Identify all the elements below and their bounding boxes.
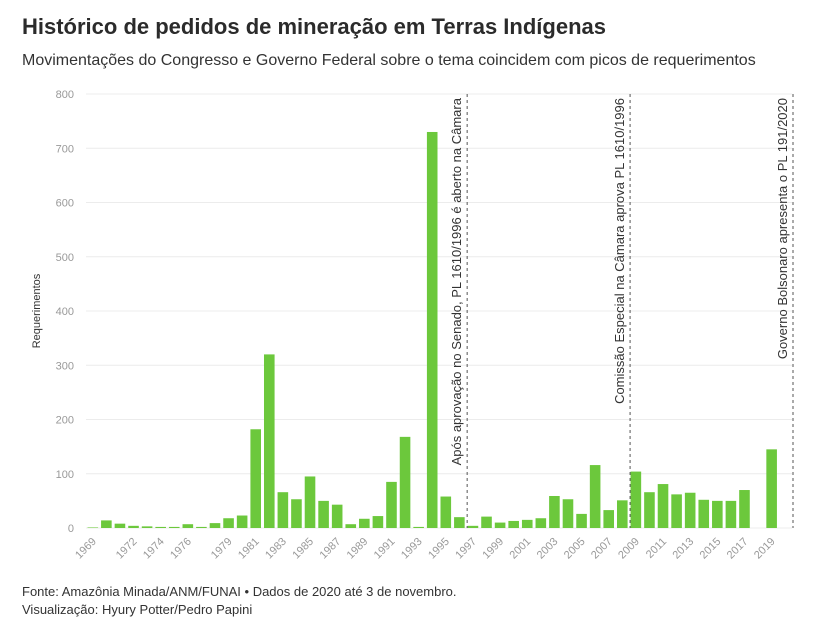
x-tick-label: 2011 bbox=[644, 536, 669, 561]
x-tick-label: 1995 bbox=[426, 536, 452, 562]
bar-1985 bbox=[304, 476, 316, 528]
bar-1994 bbox=[426, 131, 438, 528]
bar-1975 bbox=[168, 526, 180, 528]
x-tick-label: 1989 bbox=[345, 536, 371, 562]
chart-subtitle: Movimentações do Congresso e Governo Fed… bbox=[22, 52, 756, 69]
bar-2015 bbox=[712, 500, 723, 528]
x-tick-label: 1999 bbox=[480, 536, 506, 562]
x-tick-label: 2007 bbox=[589, 536, 615, 562]
bar-1978 bbox=[209, 523, 221, 528]
bar-2013 bbox=[684, 492, 696, 528]
bar-1974 bbox=[155, 526, 166, 528]
bar-2000 bbox=[508, 520, 519, 528]
y-tick-label: 400 bbox=[56, 306, 74, 318]
bar-1971 bbox=[114, 523, 126, 528]
bar-2017 bbox=[739, 490, 750, 528]
bar-1983 bbox=[277, 492, 289, 528]
bar-2003 bbox=[549, 495, 560, 528]
bar-2001 bbox=[521, 519, 533, 528]
bar-1972 bbox=[128, 525, 139, 528]
y-tick-label: 500 bbox=[56, 252, 74, 264]
x-tick-label: 1979 bbox=[209, 536, 235, 562]
bar-2006 bbox=[589, 465, 601, 528]
bar-1995 bbox=[440, 496, 452, 528]
annotation-text: Governo Bolsonaro apresenta o PL 191/202… bbox=[775, 98, 790, 359]
x-tick-label: 1972 bbox=[114, 536, 140, 562]
bar-1991 bbox=[386, 481, 397, 528]
y-tick-label: 200 bbox=[56, 415, 74, 427]
bar-2014 bbox=[698, 499, 710, 528]
y-axis-ticks: 0 100 200 300 400 500 600 700 800 bbox=[56, 89, 74, 535]
x-tick-label: 2003 bbox=[535, 536, 561, 562]
annotations: Após aprovação no Senado, PL 1610/1996 é… bbox=[449, 94, 794, 528]
bar-1992 bbox=[399, 436, 411, 528]
x-tick-label: 1997 bbox=[453, 536, 479, 562]
bar-2008 bbox=[616, 500, 628, 528]
x-tick-label: 2015 bbox=[698, 536, 724, 562]
bar-1977 bbox=[196, 526, 207, 528]
bar-1999 bbox=[494, 522, 506, 528]
x-tick-label: 2017 bbox=[725, 536, 751, 562]
bar-1976 bbox=[182, 524, 194, 528]
bar-2010 bbox=[644, 492, 655, 528]
y-tick-label: 0 bbox=[68, 523, 74, 535]
grid-lines bbox=[86, 93, 792, 529]
bar-2004 bbox=[562, 499, 574, 528]
bar-2012 bbox=[671, 494, 682, 528]
annotation-text: Comissão Especial na Câmara aprova PL 16… bbox=[612, 98, 627, 404]
bar-2009 bbox=[630, 471, 642, 528]
bar-1980 bbox=[236, 515, 248, 528]
bar-1990 bbox=[372, 516, 384, 528]
y-axis-label: Requerimentos bbox=[31, 273, 43, 348]
x-tick-label: 1976 bbox=[168, 536, 194, 562]
x-tick-label: 1987 bbox=[317, 536, 343, 562]
x-axis-ticks: 1969 1972 1974 1976 1979 1981 1983 1985 1987 1989… bbox=[73, 536, 778, 562]
bar-1981 bbox=[250, 429, 262, 528]
bars bbox=[87, 131, 777, 528]
x-tick-label: 1983 bbox=[263, 536, 289, 562]
bar-2011 bbox=[657, 484, 669, 528]
footer-source: Fonte: Amazônia Minada/ANM/FUNAI • Dados… bbox=[22, 584, 457, 599]
annotation-text: Após aprovação no Senado, PL 1610/1996 é… bbox=[449, 97, 464, 465]
bar-2019 bbox=[766, 449, 777, 528]
chart-title: Histórico de pedidos de mineração em Ter… bbox=[22, 14, 606, 39]
bar-1998 bbox=[481, 516, 492, 528]
bar-1986 bbox=[318, 500, 329, 528]
bar-2002 bbox=[535, 518, 547, 528]
y-tick-label: 100 bbox=[56, 469, 74, 481]
bar-2005 bbox=[576, 513, 587, 528]
x-tick-label: 1993 bbox=[399, 536, 425, 562]
bar-1984 bbox=[291, 499, 302, 528]
x-tick-label: 2019 bbox=[752, 536, 778, 562]
bar-1997 bbox=[467, 525, 479, 528]
x-tick-label: 2013 bbox=[670, 536, 696, 562]
bar-1982 bbox=[263, 354, 275, 528]
x-tick-label: 1969 bbox=[73, 536, 99, 562]
bar-2016 bbox=[725, 500, 737, 528]
x-tick-label: 2001 bbox=[508, 536, 534, 562]
bar-1993 bbox=[413, 526, 424, 528]
y-tick-label: 700 bbox=[56, 143, 74, 155]
bar-1979 bbox=[223, 518, 234, 528]
x-tick-label: 1974 bbox=[141, 536, 167, 562]
x-tick-label: 1985 bbox=[290, 536, 316, 562]
x-tick-label: 1981 bbox=[236, 536, 262, 562]
footer-credits: Visualização: Hyury Potter/Pedro Papini bbox=[22, 602, 253, 617]
y-tick-label: 600 bbox=[56, 198, 74, 210]
bar-1996 bbox=[454, 517, 465, 528]
bar-1969 bbox=[87, 527, 99, 528]
bar-1989 bbox=[359, 518, 370, 528]
x-tick-label: 1991 bbox=[372, 536, 398, 562]
bar-1987 bbox=[331, 504, 343, 528]
bar-1988 bbox=[345, 524, 357, 528]
bar-1970 bbox=[101, 520, 112, 528]
bar-2007 bbox=[603, 510, 615, 528]
bar-1973 bbox=[141, 526, 153, 528]
x-tick-label: 2005 bbox=[562, 536, 588, 562]
y-tick-label: 800 bbox=[56, 89, 74, 101]
x-tick-label: 2009 bbox=[616, 536, 642, 562]
y-tick-label: 300 bbox=[56, 360, 74, 372]
